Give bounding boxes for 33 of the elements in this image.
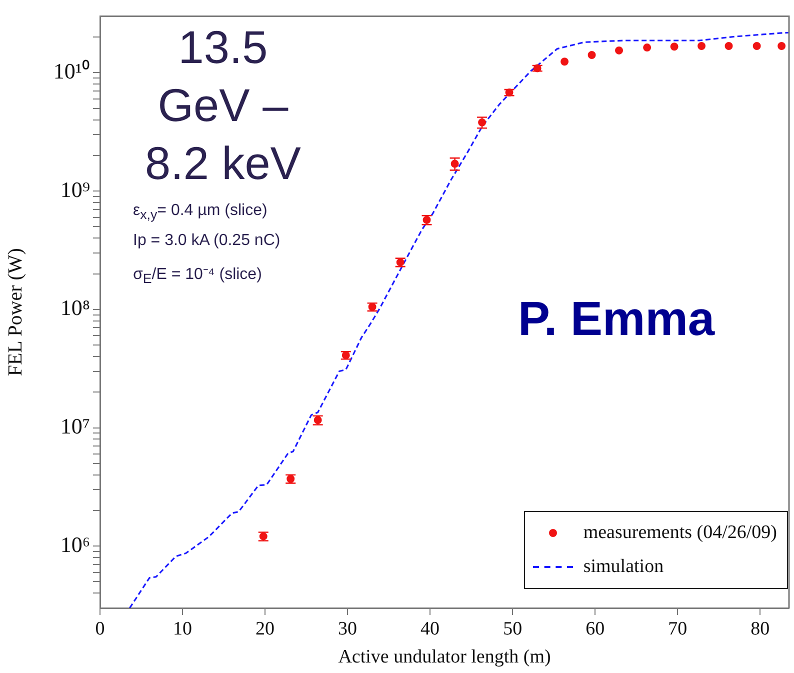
x-tick-label: 30 (338, 618, 358, 640)
point (560, 58, 569, 66)
x-tick-label: 10 (173, 618, 192, 640)
legend-label: measurements (04/26/09) (583, 522, 777, 544)
x-tick-label: 70 (668, 618, 688, 640)
x-tick-label: 0 (95, 618, 105, 640)
y-tick-label: 10¹⁰ (53, 58, 90, 84)
annotation: Ip = 3.0 kA (0.25 nC) (133, 232, 280, 250)
annotation: σ$_{E}$/E = 10⁻⁴ (slice) (133, 265, 262, 286)
line-series (128, 32, 789, 608)
annotation: 13.5 GeV – 8.2 keV (144, 20, 302, 191)
point (698, 42, 706, 50)
x-tick-label: 50 (503, 618, 522, 640)
point (724, 42, 733, 50)
point (670, 42, 678, 51)
point (752, 42, 761, 50)
x-tick-label: 20 (256, 618, 275, 640)
y-tick-label: 10⁶ (60, 532, 90, 557)
annotation: P. Emma (518, 292, 715, 347)
point (778, 42, 786, 50)
point (643, 44, 652, 52)
x-axis-title: Active undulator length (m) (338, 646, 551, 668)
y-tick-label: 10⁹ (60, 176, 90, 202)
x-tick-label: 60 (586, 618, 605, 640)
y-tick-label: 10⁷ (60, 414, 90, 439)
x-tick-label: 40 (420, 618, 440, 640)
annotation: ε$_{x,y}$= 0.4 µm (slice) (133, 202, 268, 222)
legend-label: simulation (583, 556, 664, 578)
point (615, 46, 624, 54)
x-tick-label: 80 (750, 618, 770, 640)
point (588, 51, 596, 60)
y-axis-title: FEL Power (W) (4, 248, 26, 376)
y-tick-label: 10⁸ (60, 295, 90, 320)
